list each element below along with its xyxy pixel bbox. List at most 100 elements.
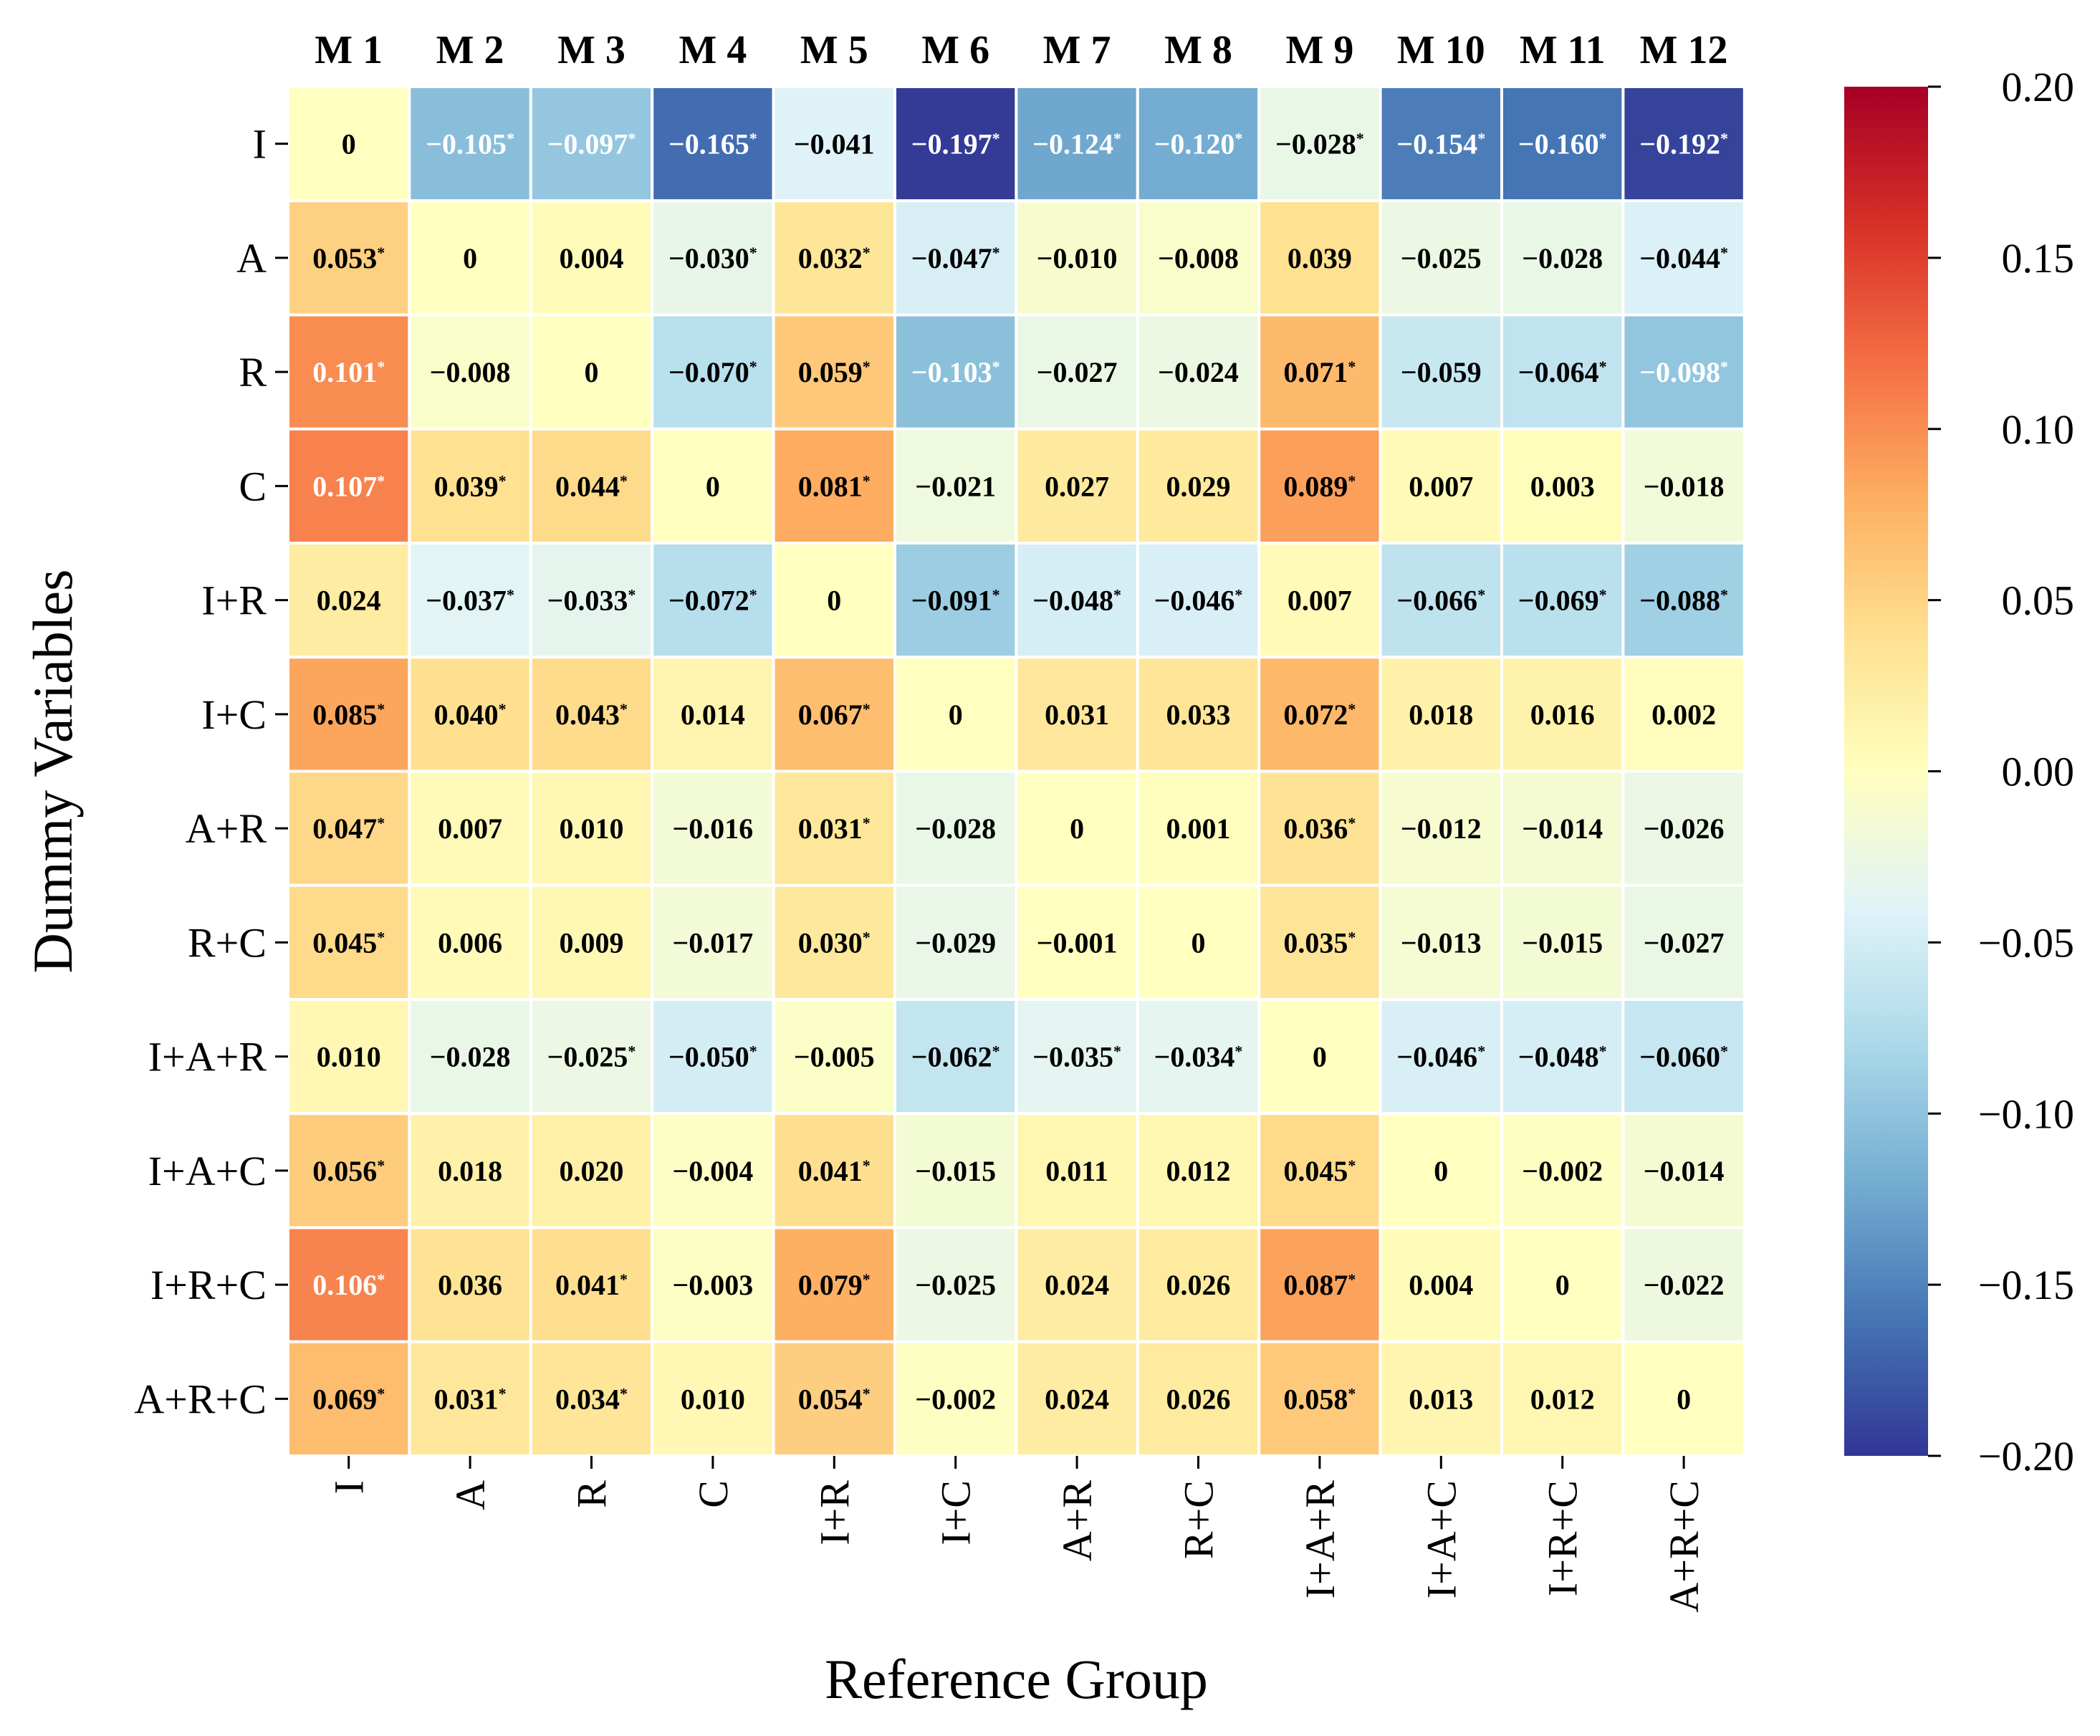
x-tick-label: I+A+C <box>1418 1480 1464 1598</box>
cell-value-text: −0.041 <box>794 128 875 160</box>
heatmap-cell <box>1621 656 1746 773</box>
cell-value-label: 0.007 <box>438 812 502 845</box>
heatmap-cell <box>1015 656 1139 773</box>
significance-marker: * <box>1720 358 1728 375</box>
cell-value-text: −0.103 <box>911 356 992 388</box>
cell-value-text: 0.101 <box>312 356 377 388</box>
cell-value-label: −0.097* <box>547 128 636 160</box>
significance-marker: * <box>620 700 628 718</box>
colorbar-tick-label: −0.05 <box>1978 919 2074 966</box>
cell-value-text: 0.058 <box>1283 1383 1348 1415</box>
significance-marker: * <box>1477 130 1485 148</box>
cell-value-label: 0.031 <box>1045 699 1109 731</box>
cell-value-label: −0.016 <box>673 812 754 845</box>
cell-value-label: −0.024 <box>1158 356 1239 388</box>
significance-marker: * <box>863 358 871 375</box>
cell-value-label: 0.026 <box>1166 1269 1231 1301</box>
heatmap-cell <box>651 313 775 431</box>
cell-value-text: 0.087 <box>1283 1269 1348 1301</box>
cell-value-label: −0.044* <box>1639 242 1728 274</box>
colorbar-tick-label: −0.15 <box>1978 1262 2074 1308</box>
cell-value-text: 0.006 <box>438 926 502 959</box>
heatmap-cell <box>1015 1226 1139 1343</box>
cell-value-text: −0.004 <box>673 1155 754 1187</box>
cell-value-text: −0.105 <box>426 128 507 160</box>
cell-value-text: 0.040 <box>434 699 499 731</box>
cell-value-text: −0.059 <box>1401 356 1482 388</box>
cell-value-text: −0.008 <box>430 356 511 388</box>
cell-value-text: −0.030 <box>668 242 749 274</box>
cell-value-label: 0.031* <box>434 1383 507 1415</box>
cell-value-text: 0.079 <box>798 1269 863 1301</box>
cell-value-text: −0.088 <box>1639 585 1720 617</box>
heatmap-cell <box>408 769 532 887</box>
significance-marker: * <box>1348 358 1356 375</box>
model-label: M 5 <box>800 28 868 72</box>
heatmap-cell <box>1379 769 1503 887</box>
colorbar-tick-label: −0.20 <box>1978 1433 2074 1480</box>
cell-value-label: −0.028 <box>430 1041 511 1073</box>
heatmap-cell <box>287 883 411 1001</box>
cell-value-label: 0.033 <box>1166 699 1231 731</box>
cell-value-text: −0.037 <box>426 585 507 617</box>
cell-value-text: −0.022 <box>1644 1269 1725 1301</box>
significance-marker: * <box>1113 586 1121 604</box>
heatmap-cell <box>1500 1226 1625 1343</box>
cell-value-text: −0.033 <box>547 585 628 617</box>
cell-value-text: −0.062 <box>911 1041 992 1073</box>
cell-value-text: −0.160 <box>1518 128 1599 160</box>
cell-value-label: −0.022 <box>1644 1269 1725 1301</box>
cell-value-label: 0.067* <box>798 699 871 731</box>
heatmap-cell <box>651 427 775 545</box>
heatmap-cell <box>1500 427 1625 545</box>
significance-marker: * <box>628 1042 636 1060</box>
cell-value-label: −0.105* <box>426 128 514 160</box>
cell-value-text: 0.031 <box>434 1383 499 1415</box>
heatmap-cells: 0 −0.105* −0.097* −0.165* −0.041 −0.197* −0.12… <box>287 85 1746 1457</box>
cell-value-text: −0.124 <box>1032 128 1113 160</box>
cell-value-text: −0.008 <box>1158 242 1239 274</box>
cell-value-label: 0.043* <box>555 699 628 731</box>
cell-value-label: −0.028 <box>915 812 996 845</box>
cell-value-label: 0 <box>1070 812 1084 845</box>
cell-value-label: 0.029 <box>1166 470 1231 502</box>
cell-value-label: 0.010 <box>681 1383 745 1415</box>
heatmap-cell <box>893 1226 1018 1343</box>
significance-marker: * <box>992 244 1000 262</box>
heatmap-cell <box>1621 1112 1746 1229</box>
heatmap-cell <box>893 769 1018 887</box>
cell-value-label: 0.040* <box>434 699 507 731</box>
cell-value-text: 0 <box>1555 1269 1570 1301</box>
cell-value-label: −0.192* <box>1639 128 1728 160</box>
cell-value-label: −0.088* <box>1639 585 1728 617</box>
cell-value-text: 0.045 <box>1283 1155 1348 1187</box>
cell-value-label: −0.033* <box>547 585 636 617</box>
cell-value-text: 0.010 <box>317 1041 381 1073</box>
cell-value-label: −0.034* <box>1154 1041 1243 1073</box>
model-label: M 9 <box>1285 28 1353 72</box>
y-tick-labels: I A R C I+R I+C A+R R+C I+A+R I+A+C I+R+C A+R+C <box>134 121 288 1422</box>
significance-marker: * <box>1348 928 1356 946</box>
cell-value-label: 0.089* <box>1283 470 1356 502</box>
heatmap-cell <box>1015 199 1139 317</box>
cell-value-text: 0.026 <box>1166 1383 1231 1415</box>
colorbar-tick-label: 0.10 <box>2002 406 2075 453</box>
cell-value-label: 0.003 <box>1530 470 1595 502</box>
heatmap-cell <box>772 883 896 1001</box>
x-axis-title: Reference Group <box>825 1648 1208 1710</box>
cell-value-text: −0.034 <box>1154 1041 1235 1073</box>
significance-marker: * <box>1720 130 1728 148</box>
cell-value-label: 0.024 <box>1045 1269 1109 1301</box>
heatmap-cell <box>408 1340 532 1457</box>
significance-marker: * <box>507 130 514 148</box>
cell-value-label: −0.160* <box>1518 128 1607 160</box>
cell-value-label: 0.081* <box>798 470 871 502</box>
heatmap-cell <box>529 998 654 1116</box>
cell-value-text: 0 <box>1434 1155 1448 1187</box>
cell-value-text: −0.024 <box>1158 356 1239 388</box>
significance-marker: * <box>863 928 871 946</box>
cell-value-label: 0.002 <box>1651 699 1716 731</box>
cell-value-label: −0.027 <box>1037 356 1118 388</box>
significance-marker: * <box>863 814 871 832</box>
heatmap-cell <box>1500 1112 1625 1229</box>
